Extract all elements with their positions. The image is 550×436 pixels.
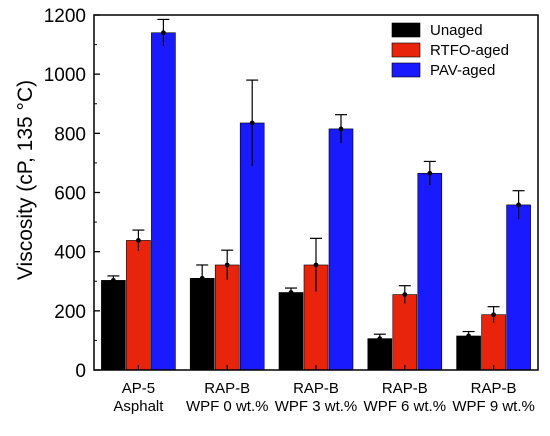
x-category-label: WPF 3 wt.%: [275, 398, 358, 415]
bar-unaged-1: [189, 277, 215, 371]
bar-rtfo-aged-4: [481, 314, 506, 371]
legend-label: PAV-aged: [430, 62, 495, 79]
data-point-marker: [111, 277, 116, 283]
y-axis-title: Viscosity (cP, 135 °C): [14, 80, 37, 280]
bar-pav-aged-0: [151, 32, 176, 371]
data-point-marker: [466, 333, 471, 339]
y-tick-label: 800: [54, 124, 86, 145]
y-tick-label: 1000: [44, 65, 86, 86]
y-tick-label: 0: [75, 361, 86, 382]
data-point-marker: [338, 126, 344, 132]
data-point-marker: [377, 336, 383, 342]
data-point-marker: [427, 170, 433, 176]
bar-unaged-4: [456, 335, 481, 371]
data-point-marker: [224, 262, 230, 268]
y-tick-label: 600: [54, 184, 86, 205]
bar-unaged-0: [101, 280, 126, 371]
bar-rtfo-aged-0: [126, 240, 151, 371]
bar-unaged-3: [367, 338, 393, 371]
legend: Unaged RTFO-aged PAV-aged: [391, 22, 509, 79]
axes-layer: 020040060080010001200AP-5AsphaltRAP-BWPF…: [44, 6, 539, 415]
bar-rtfo-aged-1: [214, 264, 240, 371]
x-category-label: RAP-B: [382, 380, 428, 397]
x-category-label: WPF 0 wt.%: [186, 398, 269, 415]
legend-swatch: [391, 62, 421, 78]
data-point-marker: [313, 262, 319, 268]
error-bars-layer: [107, 18, 525, 344]
x-category-label: AP-5: [122, 380, 155, 397]
data-point-marker: [249, 120, 255, 126]
data-point-marker: [402, 292, 408, 297]
bar-pav-aged-4: [506, 204, 531, 371]
y-tick-label: 1200: [44, 6, 86, 27]
data-point-marker: [288, 290, 294, 295]
x-category-label: WPF 9 wt.%: [452, 398, 535, 415]
x-category-label: WPF 6 wt.%: [364, 398, 447, 415]
y-tick-label: 400: [54, 243, 86, 264]
data-point-marker: [516, 202, 521, 208]
bar-pav-aged-2: [328, 128, 354, 371]
data-point-marker: [136, 238, 141, 243]
legend-label: RTFO-aged: [430, 42, 509, 59]
data-point-marker: [199, 275, 205, 281]
x-category-label: RAP-B: [293, 380, 339, 397]
y-tick-label: 200: [54, 302, 86, 323]
legend-swatch: [391, 22, 421, 38]
bars-layer: [101, 32, 531, 371]
data-point-marker: [161, 30, 166, 36]
bar-rtfo-aged-3: [392, 294, 418, 371]
x-category-label: Asphalt: [113, 398, 164, 415]
legend-label: Unaged: [430, 22, 483, 39]
x-category-label: RAP-B: [471, 380, 517, 397]
bar-pav-aged-3: [417, 172, 443, 371]
data-point-marker: [491, 312, 496, 318]
x-category-label: RAP-B: [204, 380, 250, 397]
legend-swatch: [391, 42, 421, 58]
bar-unaged-2: [278, 292, 304, 371]
